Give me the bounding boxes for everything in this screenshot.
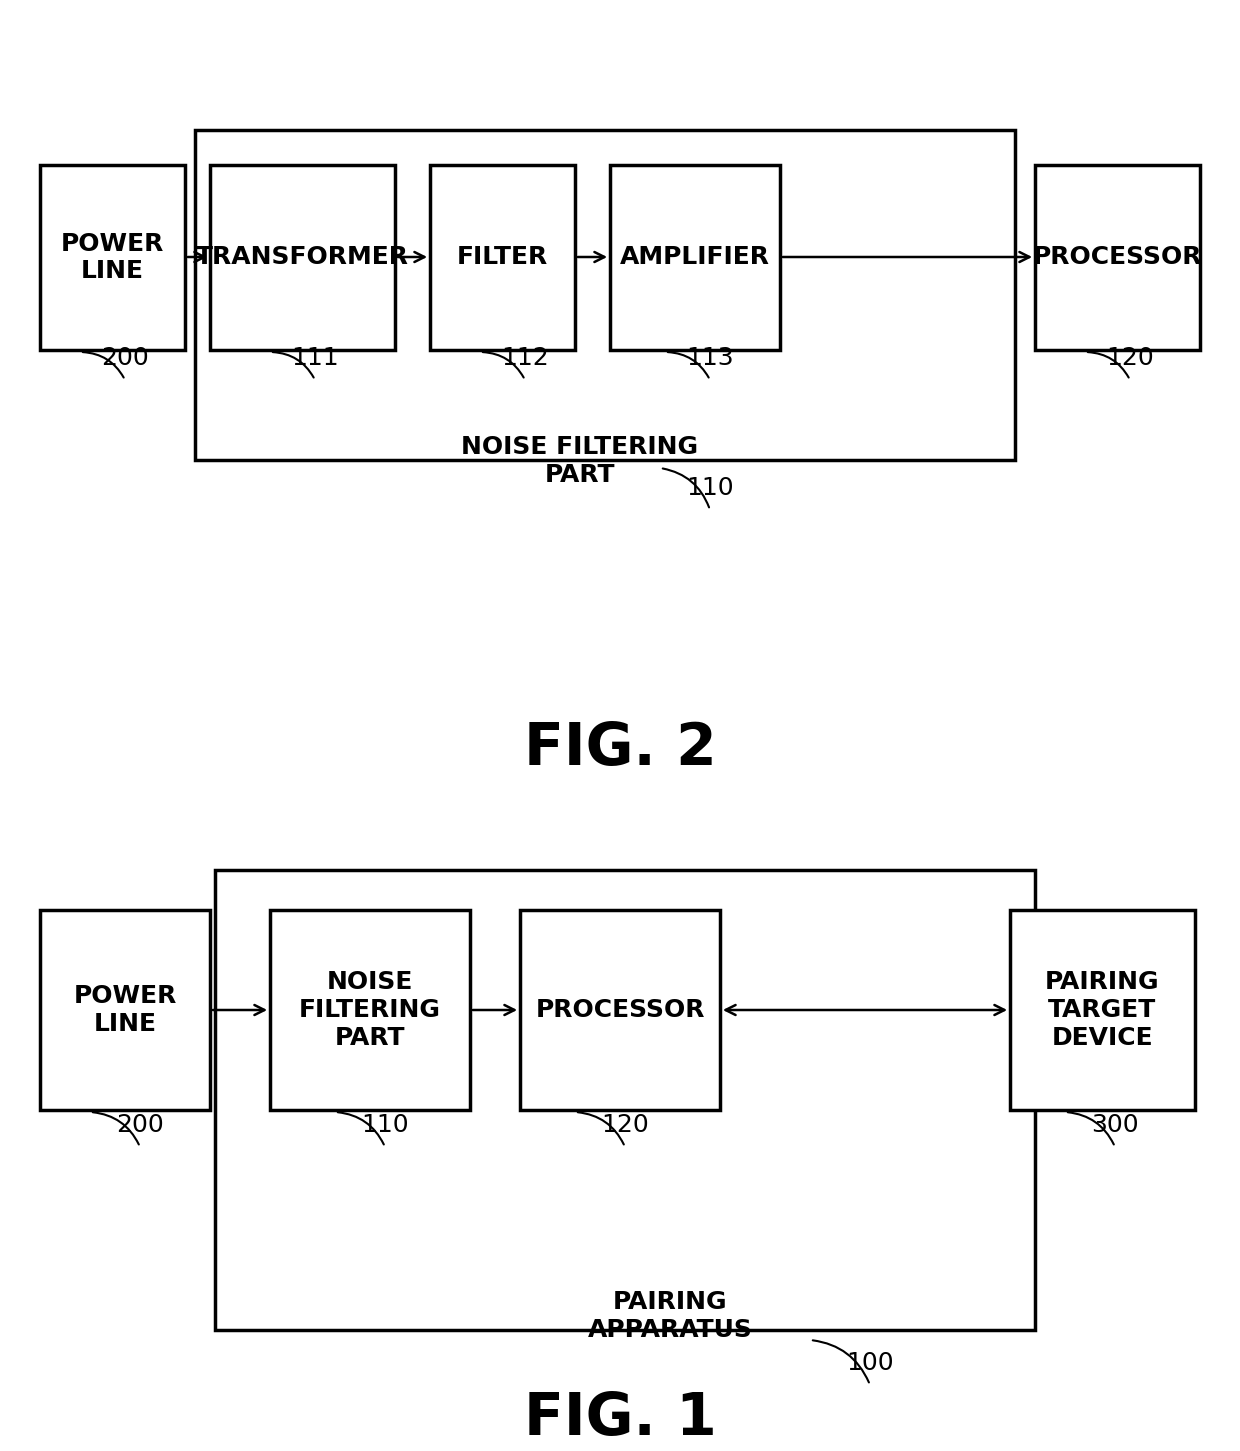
Bar — [430, 165, 575, 350]
Text: 120: 120 — [601, 1113, 649, 1138]
Bar — [1035, 165, 1200, 350]
Bar — [40, 910, 210, 1110]
Text: PROCESSOR: PROCESSOR — [1033, 245, 1203, 270]
Bar — [270, 910, 470, 1110]
Bar — [610, 165, 780, 350]
Text: 113: 113 — [686, 345, 734, 370]
Text: 112: 112 — [501, 345, 549, 370]
Text: 120: 120 — [1106, 345, 1154, 370]
Text: 111: 111 — [291, 345, 339, 370]
Bar — [210, 165, 396, 350]
Bar — [195, 131, 1016, 460]
Text: POWER
LINE: POWER LINE — [61, 232, 164, 283]
Bar — [40, 165, 185, 350]
Text: POWER
LINE: POWER LINE — [73, 984, 176, 1036]
Text: 200: 200 — [117, 1113, 164, 1138]
Text: TRANSFORMER: TRANSFORMER — [196, 245, 409, 270]
Text: PROCESSOR: PROCESSOR — [536, 998, 704, 1022]
Text: NOISE FILTERING
PART: NOISE FILTERING PART — [461, 435, 698, 486]
Text: 200: 200 — [102, 345, 149, 370]
Text: AMPLIFIER: AMPLIFIER — [620, 245, 770, 270]
Text: NOISE
FILTERING
PART: NOISE FILTERING PART — [299, 971, 441, 1051]
Text: FIG. 2: FIG. 2 — [523, 720, 717, 776]
Text: 110: 110 — [361, 1113, 409, 1138]
Text: FIG. 1: FIG. 1 — [523, 1390, 717, 1447]
Text: PAIRING
TARGET
DEVICE: PAIRING TARGET DEVICE — [1045, 971, 1159, 1051]
Text: 300: 300 — [1091, 1113, 1138, 1138]
Text: PAIRING
APPARATUS: PAIRING APPARATUS — [588, 1290, 753, 1342]
Text: 110: 110 — [686, 476, 734, 501]
Text: 100: 100 — [846, 1351, 894, 1376]
Text: FILTER: FILTER — [456, 245, 548, 270]
Bar — [520, 910, 720, 1110]
Bar — [215, 871, 1035, 1331]
Bar — [1011, 910, 1195, 1110]
